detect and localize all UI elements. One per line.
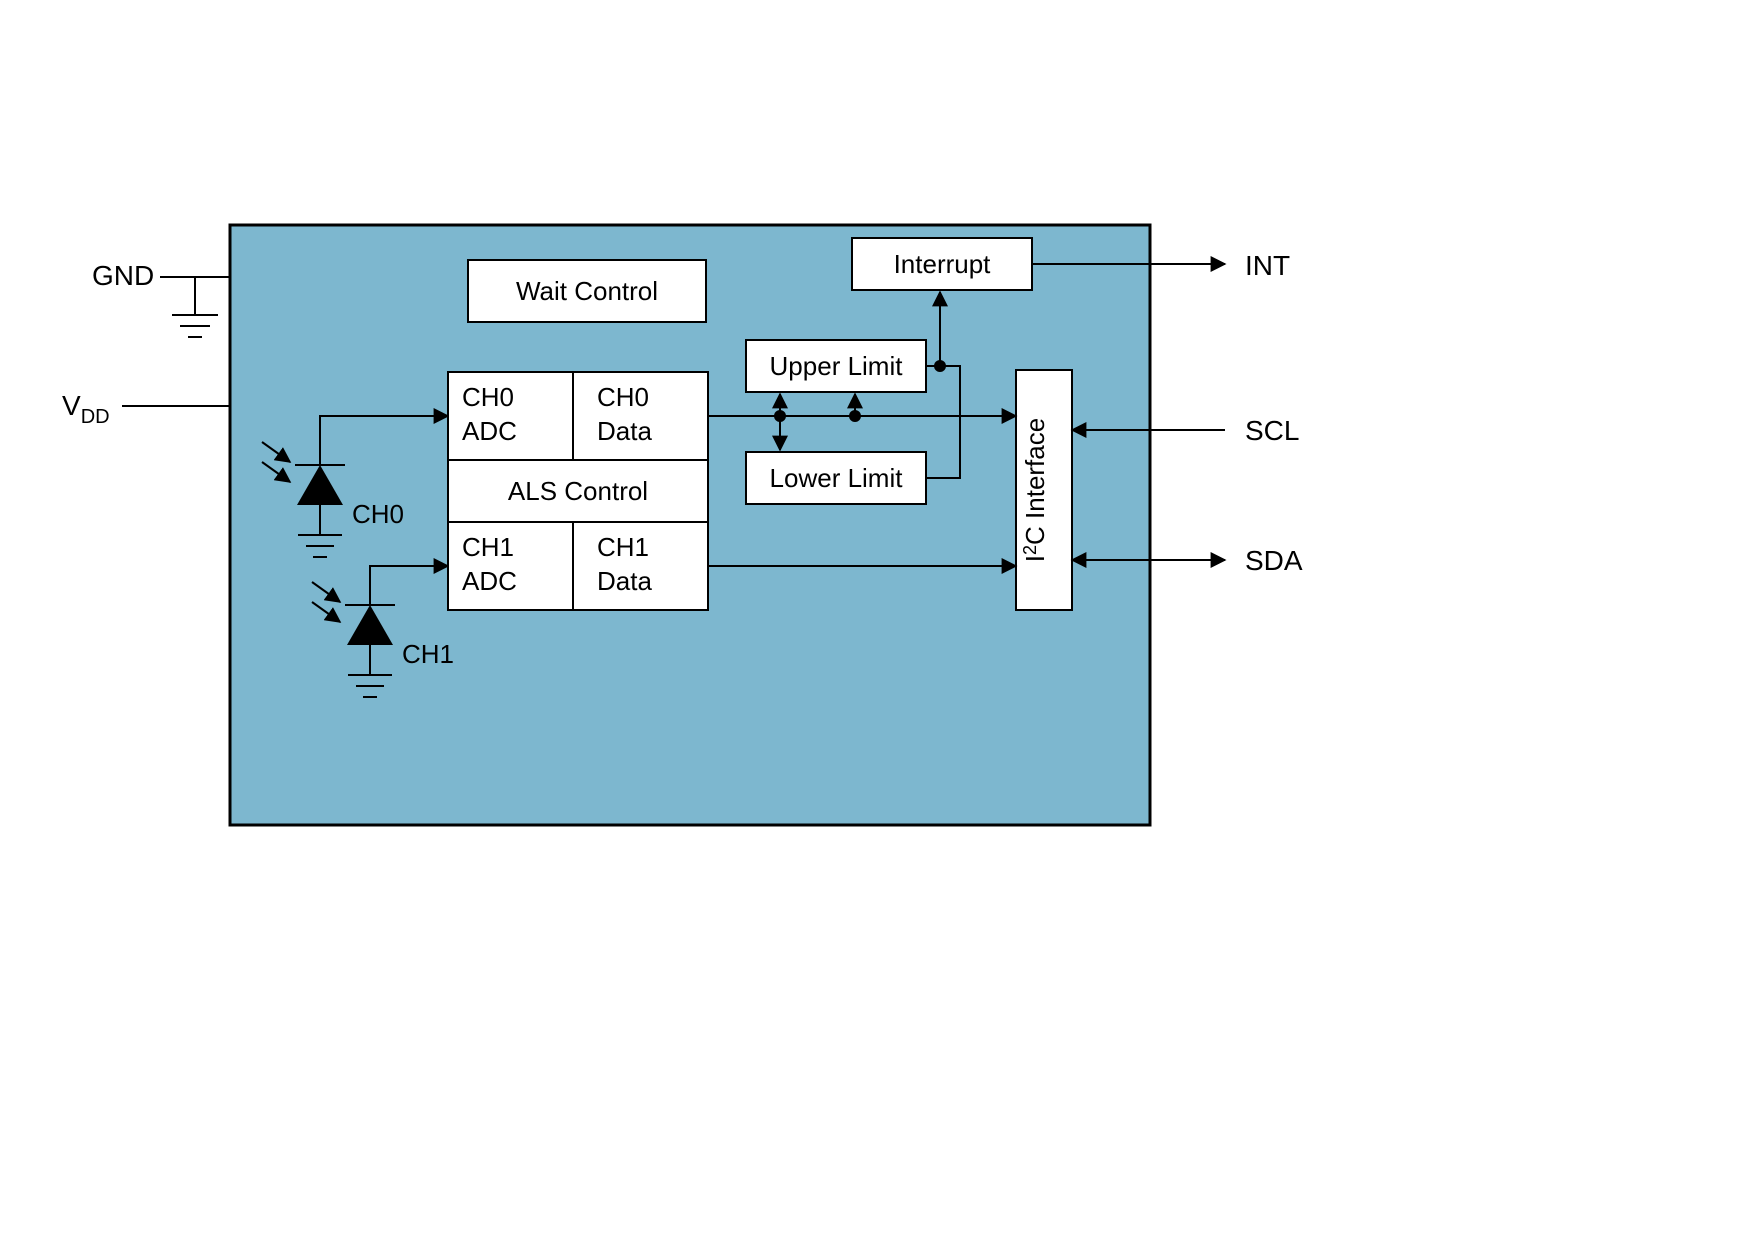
wait-control-label: Wait Control <box>516 276 658 306</box>
vdd-label: VDD <box>62 390 110 428</box>
ground-symbol-icon <box>172 277 218 337</box>
interrupt-label: Interrupt <box>894 249 992 279</box>
int-label: INT <box>1245 250 1290 281</box>
i2c-interface-label: I2C Interface <box>1020 418 1050 562</box>
ch0-adc-label: CH0 <box>462 382 514 412</box>
block-diagram: GND VDD CH0 CH1 <box>0 0 1754 1241</box>
scl-label: SCL <box>1245 415 1299 446</box>
ch1-adc-label2: ADC <box>462 566 517 596</box>
ch0-data-label: CH0 <box>597 382 649 412</box>
upper-limit-label: Upper Limit <box>770 351 904 381</box>
ch0-adc-label2: ADC <box>462 416 517 446</box>
ch0-photodiode-label: CH0 <box>352 499 404 529</box>
ch1-data-label2: Data <box>597 566 652 596</box>
ch1-photodiode-label: CH1 <box>402 639 454 669</box>
sda-label: SDA <box>1245 545 1303 576</box>
lower-limit-label: Lower Limit <box>770 463 904 493</box>
ch1-adc-label: CH1 <box>462 532 514 562</box>
gnd-label: GND <box>92 260 154 291</box>
als-control-label: ALS Control <box>508 476 648 506</box>
ch0-data-label2: Data <box>597 416 652 446</box>
ch1-data-label: CH1 <box>597 532 649 562</box>
